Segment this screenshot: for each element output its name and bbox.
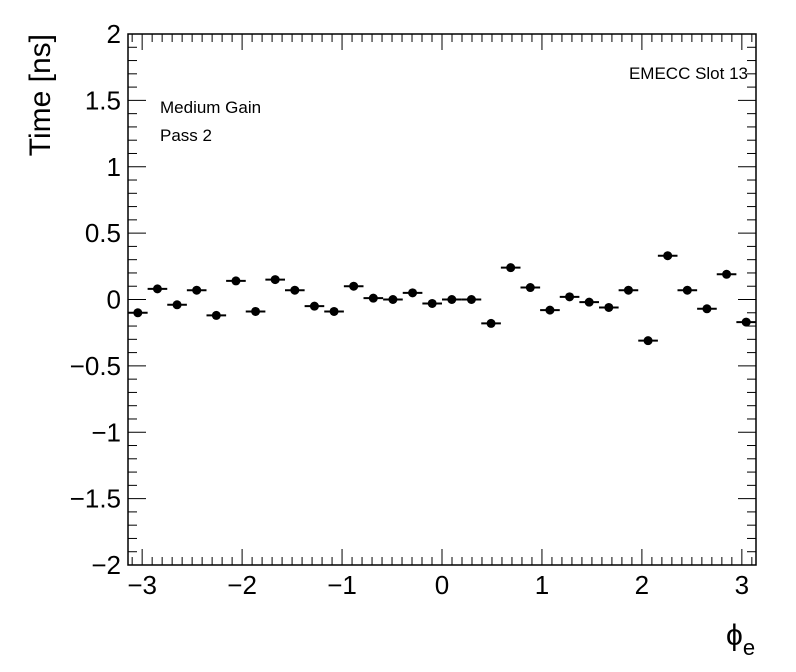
point-marker	[329, 306, 339, 316]
annotation-pass: Pass 2	[160, 126, 212, 145]
point-marker	[152, 284, 162, 294]
data-point	[736, 317, 756, 327]
y-tick-label: 1	[107, 152, 121, 182]
point-marker	[486, 318, 496, 328]
x-tick-label: −3	[127, 570, 157, 600]
data-point	[147, 284, 168, 294]
y-tick-label: 1.5	[85, 85, 121, 115]
point-marker	[251, 306, 261, 316]
axis-ticks	[128, 33, 756, 566]
data-point	[363, 293, 384, 303]
data-point	[128, 308, 148, 318]
data-point	[186, 285, 207, 295]
x-axis-title: ϕe	[726, 619, 755, 660]
data-point	[422, 298, 442, 308]
point-marker	[604, 302, 614, 312]
point-marker	[584, 297, 594, 307]
point-marker	[466, 295, 476, 304]
annotation-slot: EMECC Slot 13	[629, 64, 748, 83]
y-axis-title: Time [ns]	[24, 34, 57, 156]
x-tick-label: −2	[227, 570, 257, 600]
point-marker	[702, 304, 712, 314]
data-point	[245, 306, 266, 316]
x-axis-title-subscript: e	[743, 635, 755, 660]
data-point	[559, 292, 580, 302]
point-marker	[643, 336, 653, 346]
point-marker	[741, 317, 751, 327]
data-point	[442, 295, 462, 304]
point-marker	[133, 308, 143, 318]
point-marker	[722, 269, 732, 279]
x-tick-label: 3	[735, 570, 749, 600]
y-tick-label: −2	[91, 550, 121, 580]
point-marker	[408, 288, 418, 298]
x-tick-label: 1	[535, 570, 549, 600]
data-point	[638, 336, 658, 346]
point-marker	[309, 301, 319, 311]
data-point	[265, 275, 285, 285]
point-marker	[545, 305, 555, 315]
data-point	[206, 310, 227, 320]
point-marker	[623, 285, 633, 295]
x-tick-label: −1	[327, 570, 357, 600]
point-marker	[506, 263, 516, 273]
data-point	[697, 304, 717, 314]
data-point	[343, 281, 364, 291]
data-point	[402, 288, 423, 298]
point-marker	[388, 295, 398, 304]
data-point	[540, 305, 560, 315]
point-marker	[211, 310, 221, 320]
point-marker	[368, 293, 378, 303]
data-point	[226, 276, 246, 286]
data-point	[500, 263, 521, 273]
data-point	[618, 285, 639, 295]
data-points	[128, 251, 756, 346]
y-tick-labels: 2 1.5 1 0.5 0 −0.5 −1 −1.5 −2	[70, 19, 121, 580]
y-tick-label: −1.5	[70, 484, 121, 514]
data-point	[599, 302, 619, 312]
data-point	[716, 269, 737, 279]
data-point	[285, 285, 305, 295]
point-marker	[172, 300, 182, 310]
point-marker	[270, 275, 280, 285]
data-point	[677, 285, 698, 295]
x-tick-label: 2	[635, 570, 649, 600]
point-marker	[427, 298, 437, 308]
data-point	[324, 306, 344, 316]
data-point	[167, 300, 187, 310]
y-tick-label: −1	[91, 417, 121, 447]
point-marker	[290, 285, 300, 295]
y-tick-label: 0	[107, 285, 121, 315]
point-marker	[682, 285, 692, 295]
data-point	[579, 297, 599, 307]
data-point	[520, 283, 541, 293]
y-tick-label: −0.5	[70, 351, 121, 381]
point-marker	[192, 285, 202, 295]
y-tick-label: 0.5	[85, 218, 121, 248]
data-point	[481, 318, 501, 328]
point-marker	[565, 292, 575, 302]
point-marker	[231, 276, 241, 286]
annotation-gain: Medium Gain	[160, 98, 261, 117]
point-marker	[447, 295, 457, 304]
point-marker	[663, 251, 673, 261]
data-point	[461, 295, 482, 304]
y-tick-label: 2	[107, 19, 121, 49]
data-point	[383, 295, 403, 304]
x-tick-label: 0	[435, 570, 449, 600]
point-marker	[349, 281, 359, 291]
x-axis-title-symbol: ϕ	[726, 619, 743, 652]
x-tick-labels: −3 −2 −1 0 1 2 3	[127, 570, 749, 600]
data-point	[304, 301, 325, 311]
point-marker	[525, 283, 535, 293]
data-point	[657, 251, 678, 261]
